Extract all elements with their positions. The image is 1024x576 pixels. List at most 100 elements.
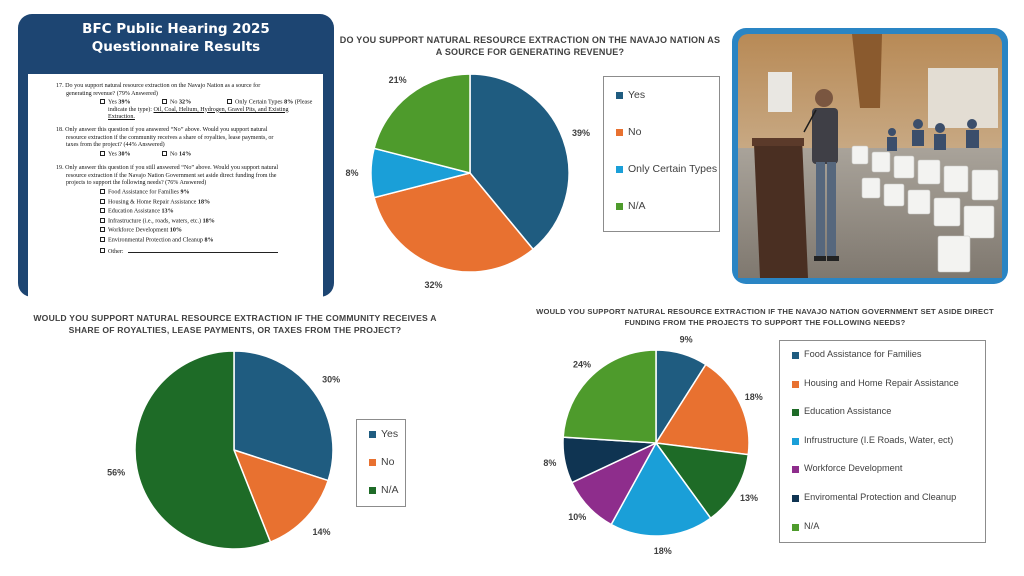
data-label: 30% (322, 374, 340, 384)
checkbox-icon (100, 151, 105, 156)
q18-yes-label: Yes (108, 151, 117, 158)
q17-option-no: No 32% (162, 99, 191, 107)
pie-slice (134, 350, 272, 550)
q17-types: Oil, Coal, Helium, Hydrogen, Gravel Pits… (153, 106, 289, 113)
q19-option-pct: 18% (202, 218, 215, 225)
legend-label: No (381, 456, 395, 468)
q17-yes-pct: 39% (118, 99, 131, 106)
questionnaire-title-line1: BFC Public Hearing 2025 (82, 21, 270, 37)
legend-label: N/A (381, 484, 399, 496)
data-label: 24% (573, 359, 591, 369)
q19-line2: resource extraction if the Navajo Nation… (66, 172, 277, 179)
data-label: 9% (680, 334, 693, 344)
chart3-title-line1: WOULD YOU SUPPORT NATURAL RESOURCE EXTRA… (536, 307, 994, 316)
q19-option: Education Assistance 13% (100, 208, 174, 216)
legend-label: Workforce Development (804, 463, 903, 474)
legend-swatch (616, 129, 623, 136)
legend-label: Education Assistance (804, 406, 892, 417)
q19-option-pct: 10% (169, 227, 182, 234)
checkbox-icon (100, 99, 105, 104)
legend-label: No (628, 126, 642, 138)
pie-slice (654, 442, 750, 520)
q18-line2: resource extraction if the community rec… (66, 134, 274, 141)
legend-swatch (369, 459, 376, 466)
legend-swatch (616, 92, 623, 99)
legend-swatch (616, 166, 623, 173)
legend-swatch (369, 431, 376, 438)
q19-option: Food Assistance for Families 9% (100, 189, 190, 197)
questionnaire-title: BFC Public Hearing 2025 Questionnaire Re… (18, 20, 334, 56)
q17-only-pct: 8% (284, 99, 294, 106)
q19-option-label: Housing & Home Repair Assistance (108, 199, 197, 206)
legend-swatch (616, 203, 623, 210)
q19-line3: projects to support the following needs?… (66, 180, 207, 186)
q18-no-label: No (170, 151, 178, 158)
checkbox-icon (100, 227, 105, 233)
q19-option: Infrastructure (i.e., roads, waters, etc… (100, 217, 215, 226)
chart3-title-line2: FUNDING FROM THE PROJECTS TO SUPPORT THE… (624, 318, 906, 327)
q19-line1: 19. Only answer this question if you sti… (56, 165, 279, 171)
pie-slice (233, 350, 334, 482)
q18-line1: 18. Only answer this question if you ans… (56, 127, 268, 133)
q17-option-yes: Yes 39% (100, 99, 131, 107)
questionnaire-title-line2: Questionnaire Results (91, 39, 261, 55)
legend-label: Food Assistance for Families (804, 349, 922, 359)
q17-types-prefix: indicate the type): (108, 106, 152, 113)
q19-option-label: Education Assistance (108, 208, 160, 215)
q17-types-line: indicate the type): Oil, Coal, Helium, H… (108, 107, 289, 114)
pie-slice (469, 73, 570, 251)
q18-no-pct: 14% (178, 151, 192, 158)
data-label: 13% (740, 493, 758, 503)
data-label: 21% (389, 75, 407, 85)
legend-swatch (792, 437, 799, 445)
legend-label: Yes (381, 428, 399, 440)
q17-no-label: No (170, 99, 178, 106)
q18-option-no: No 14% (162, 151, 191, 159)
legend-swatch (792, 466, 799, 474)
legend-swatch (792, 352, 799, 359)
q19-option: Workforce Development 10% (100, 227, 182, 235)
hearing-photo (738, 34, 1002, 278)
q19-other-line (127, 247, 278, 253)
chart3-pie: 9% 18% 13% 18% 10% 8% 24% (543, 334, 763, 554)
q17-line2: generating revenue? (79% Answered) (66, 90, 158, 97)
pie-slice (610, 441, 712, 537)
q17-no-pct: 32% (178, 99, 192, 106)
checkbox-icon (100, 237, 105, 242)
questionnaire-panel: BFC Public Hearing 2025 Questionnaire Re… (18, 14, 334, 298)
checkbox-icon (100, 217, 105, 223)
data-label: 32% (425, 280, 443, 290)
legend-label: N/A (804, 520, 820, 531)
legend-label: Infrustructure (I.E Roads, Water, ect) (804, 434, 954, 445)
q19-option-label: Environmental Protection and Cleanup (108, 237, 203, 244)
pie-slice (373, 73, 471, 174)
q19-option-label: Other: (108, 248, 124, 255)
data-label: 14% (312, 527, 330, 537)
q17-option-only: Only Certain Types 8% (Please (227, 99, 312, 107)
data-label: 10% (568, 512, 586, 522)
q19-option: Environmental Protection and Cleanup 8% (100, 237, 214, 245)
pie-slice (232, 448, 330, 544)
legend-swatch (792, 495, 799, 502)
data-label: 18% (654, 546, 672, 554)
checkbox-icon (100, 248, 105, 254)
chart2-title: WOULD YOU SUPPORT NATURAL RESOURCE EXTRA… (20, 312, 450, 336)
data-label: 18% (745, 392, 763, 402)
q19-option: Housing & Home Repair Assistance 18% (100, 198, 210, 207)
chart2-title-line1: WOULD YOU SUPPORT NATURAL RESOURCE EXTRA… (33, 313, 437, 323)
questionnaire-document: 17. Do you support natural resource extr… (28, 74, 323, 298)
legend-label: Only Certain Types (628, 163, 718, 175)
chart1-pie: 39% 32% 8% 21% (345, 73, 590, 290)
legend-swatch (792, 523, 799, 531)
checkbox-icon (162, 99, 167, 104)
pie-slice (373, 172, 535, 273)
q17-only-label: Only Certain Types (235, 99, 283, 106)
q19-option-label: Workforce Development (108, 227, 169, 234)
chart2-pie: 30% 14% 56% (107, 350, 340, 550)
checkbox-icon (100, 198, 105, 204)
q18-yes-pct: 30% (118, 151, 131, 158)
legend-label: Housing and Home Repair Assistance (804, 377, 959, 388)
legend-swatch (792, 380, 799, 388)
pie-slice (562, 349, 657, 444)
q18-line3: taxes from the project? (44% Answered) (66, 142, 165, 148)
